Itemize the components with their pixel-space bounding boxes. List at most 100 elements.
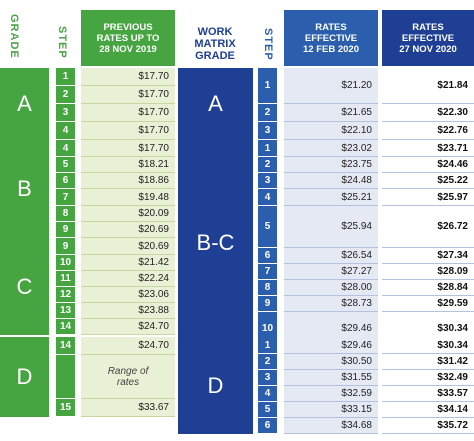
step-cell: 14 [56, 337, 75, 355]
rate-feb-cell: $23.75 [284, 157, 378, 173]
rate-feb-cell: $33.15 [284, 402, 378, 418]
previous-rate-cell: $19.48 [81, 189, 175, 206]
step-cell: 9 [258, 296, 277, 312]
step-cell: 3 [258, 122, 277, 140]
previous-rate-cell: $22.24 [81, 271, 175, 287]
step-cell: 2 [258, 157, 277, 173]
rate-feb-cell: $31.55 [284, 370, 378, 386]
step-cell: 1 [258, 337, 277, 354]
previous-rate-cell: $21.42 [81, 255, 175, 271]
step2-column-header: STEP [262, 28, 274, 61]
step-cell: 13 [56, 303, 75, 319]
previous-rate-cell: $17.70 [81, 104, 175, 122]
step-cell: 1 [56, 68, 75, 86]
work-matrix-grade-b-c: B-C [178, 140, 253, 346]
rate-nov-cell: $27.34 [382, 248, 474, 264]
step-cell: 3 [258, 370, 277, 386]
step-cell: 3 [258, 173, 277, 189]
rate-nov-cell: $25.22 [382, 173, 474, 189]
rate-nov-cell: $28.09 [382, 264, 474, 280]
rate-nov-cell: $22.76 [382, 122, 474, 140]
previous-rates-header: PREVIOUS RATES UP TO 28 NOV 2019 [81, 10, 175, 66]
previous-rate-cell: $20.69 [81, 238, 175, 255]
step-cell [56, 355, 75, 399]
rate-feb-cell: $22.10 [284, 122, 378, 140]
previous-rate-cell: $17.70 [81, 68, 175, 86]
step-cell: 2 [258, 104, 277, 122]
rate-feb-cell: $23.02 [284, 140, 378, 157]
rate-feb-cell: $28.00 [284, 280, 378, 296]
step-cell: 12 [56, 287, 75, 303]
previous-rate-cell: $17.70 [81, 140, 175, 157]
step-cell: 4 [56, 140, 75, 157]
rate-nov-cell: $21.84 [382, 68, 474, 104]
previous-rate-cell: $17.70 [81, 122, 175, 140]
previous-rate-cell: $18.86 [81, 173, 175, 189]
previous-rate-cell: $33.67 [81, 399, 175, 417]
step-cell: 6 [258, 418, 277, 434]
rate-nov-cell: $31.42 [382, 354, 474, 370]
step-cell: 11 [56, 271, 75, 287]
rates-feb-header: RATES EFFECTIVE 12 FEB 2020 [284, 10, 378, 66]
rate-feb-cell: $21.65 [284, 104, 378, 122]
rate-nov-cell: $29.59 [382, 296, 474, 312]
rate-nov-cell: $35.72 [382, 418, 474, 434]
rate-nov-cell: $22.30 [382, 104, 474, 122]
rate-nov-cell: $30.34 [382, 337, 474, 354]
step-cell: 8 [56, 206, 75, 222]
work-matrix-grade-d: D [178, 337, 253, 434]
step-cell: 6 [258, 248, 277, 264]
grade-label-a: A [0, 68, 49, 140]
rate-feb-cell: $24.48 [284, 173, 378, 189]
rate-nov-cell: $26.72 [382, 206, 474, 248]
step-cell: 4 [258, 189, 277, 206]
rate-nov-cell: $23.71 [382, 140, 474, 157]
step-cell: 15 [56, 399, 75, 417]
rate-feb-cell: $27.27 [284, 264, 378, 280]
rate-feb-cell: $30.50 [284, 354, 378, 370]
step-cell: 5 [56, 157, 75, 173]
step-cell: 3 [56, 104, 75, 122]
work-matrix-grade-a: A [178, 68, 253, 140]
rate-nov-cell: $25.97 [382, 189, 474, 206]
step-cell: 2 [258, 354, 277, 370]
rate-nov-cell: $32.49 [382, 370, 474, 386]
step-cell: 14 [56, 319, 75, 335]
previous-rate-cell: $20.09 [81, 206, 175, 222]
step-cell: 5 [258, 206, 277, 248]
previous-rate-cell: $23.88 [81, 303, 175, 319]
step-cell: 9 [56, 222, 75, 238]
work-matrix-grade-header: WORK MATRIX GRADE [194, 26, 236, 62]
step-cell: 5 [258, 402, 277, 418]
previous-rate-cell: $24.70 [81, 337, 175, 355]
step-cell: 9 [56, 238, 75, 255]
rate-feb-cell: $34.68 [284, 418, 378, 434]
step-cell: 1 [258, 140, 277, 157]
rate-nov-cell: $24.46 [382, 157, 474, 173]
step-cell: 4 [258, 386, 277, 402]
rate-feb-cell: $29.46 [284, 337, 378, 354]
step-cell: 1 [258, 68, 277, 104]
step-cell: 8 [258, 280, 277, 296]
rate-nov-cell: $34.14 [382, 402, 474, 418]
rate-feb-cell: $25.21 [284, 189, 378, 206]
rate-feb-cell: $32.59 [284, 386, 378, 402]
previous-rate-cell: $17.70 [81, 86, 175, 104]
rates-nov-header: RATES EFFECTIVE 27 NOV 2020 [382, 10, 474, 66]
rate-feb-cell: $26.54 [284, 248, 378, 264]
step-cell: 7 [56, 189, 75, 206]
previous-rate-cell: $24.70 [81, 319, 175, 335]
previous-rate-cell: $20.69 [81, 222, 175, 238]
previous-rate-cell: Range of rates [81, 355, 175, 399]
previous-rate-cell: $23.06 [81, 287, 175, 303]
rate-nov-cell: $33.57 [382, 386, 474, 402]
rate-feb-cell: $28.73 [284, 296, 378, 312]
step-cell: 2 [56, 86, 75, 104]
grade-label-c: C [0, 238, 49, 335]
rate-feb-cell: $25.94 [284, 206, 378, 248]
grade-column-header: GRADE [8, 14, 20, 59]
step-cell: 6 [56, 173, 75, 189]
rate-nov-cell: $28.84 [382, 280, 474, 296]
grade-label-b: B [0, 140, 49, 238]
grade-label-d: D [0, 337, 49, 417]
